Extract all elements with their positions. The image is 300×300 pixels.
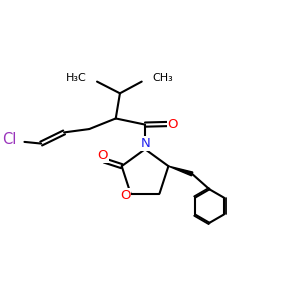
Text: O: O [120,188,131,202]
Text: H₃C: H₃C [66,73,86,83]
Text: O: O [98,149,108,162]
Text: Cl: Cl [2,132,16,147]
Text: O: O [168,118,178,130]
Polygon shape [168,166,193,176]
Text: CH₃: CH₃ [152,73,173,83]
Text: N: N [141,137,151,150]
